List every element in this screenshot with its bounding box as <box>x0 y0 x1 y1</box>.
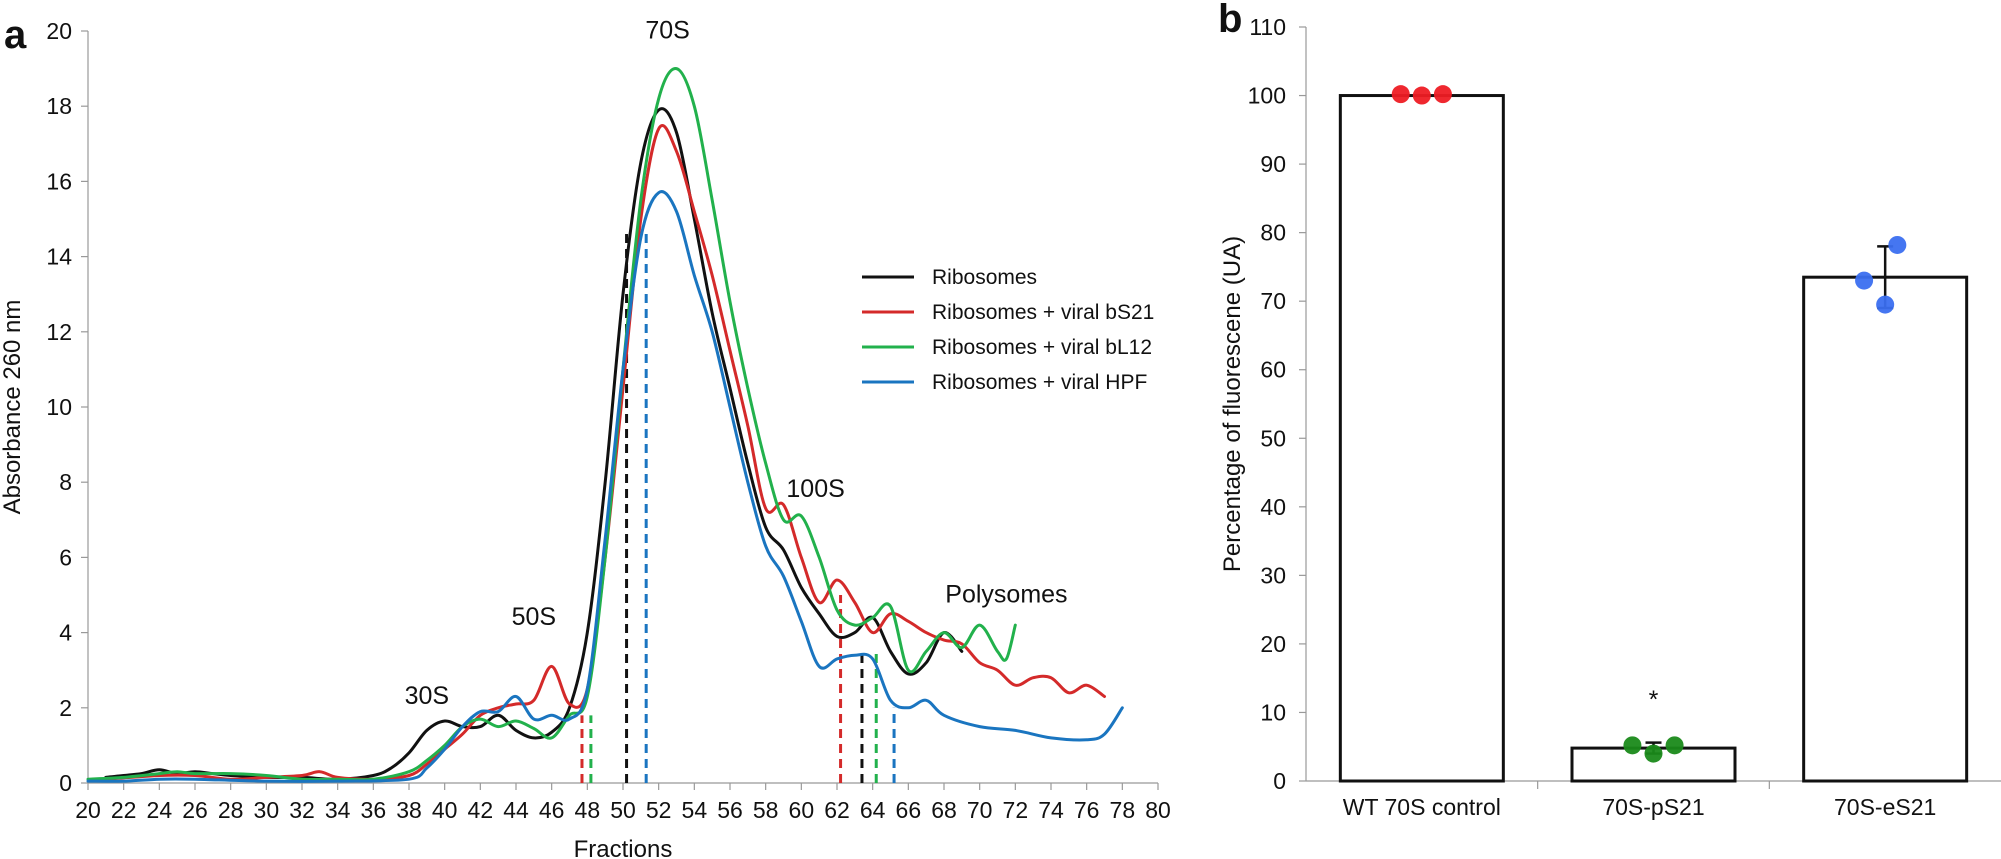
chart-a-y-tick-label: 4 <box>59 620 72 646</box>
chart-b-replicate-point <box>1412 86 1431 105</box>
chart-b-y-axis-title: Percentage of fluorescene (UA) <box>1219 236 1246 572</box>
chart-a-y-tick-label: 10 <box>46 394 72 420</box>
chart-b-replicate-point <box>1876 295 1895 314</box>
panel-label-b: b <box>1218 0 1242 41</box>
chart-a-legend: Ribosomes Ribosomes + viral bS21 Ribosomes… <box>862 266 1154 394</box>
chart-b-replicate-point <box>1644 744 1663 763</box>
chart-a-series-lines <box>86 67 1124 783</box>
chart-a-x-tick-label: 80 <box>1145 797 1171 823</box>
chart-b-replicate-point <box>1888 235 1907 254</box>
chart-a-legend-label: Ribosomes + viral bS21 <box>932 301 1154 324</box>
chart-b-y-tick-label: 110 <box>1249 14 1286 40</box>
chart-a-annotation: 70S <box>645 17 689 45</box>
chart-a-x-tick-label: 46 <box>539 797 565 823</box>
chart-a-x-axis-title: Fractions <box>574 836 673 859</box>
chart-a-annotation: 100S <box>786 475 844 503</box>
chart-b-category-label: WT 70S control <box>1343 794 1501 820</box>
chart-a-y-tick-label: 0 <box>59 770 72 796</box>
chart-a-x-tick-label: 64 <box>860 797 886 823</box>
chart-a-x-tick-label: 78 <box>1110 797 1136 823</box>
chart-a-y-axis-title: Absorbance 260 nm <box>0 300 26 515</box>
chart-b-bar <box>1338 94 1505 783</box>
chart-b-y-tick-label: 30 <box>1260 562 1286 588</box>
chart-b-y-tick-label: 20 <box>1260 631 1286 657</box>
chart-b-y-tick-label: 0 <box>1273 768 1286 794</box>
chart-a-annotation: 30S <box>405 682 449 710</box>
chart-a-legend-label: Ribosomes + viral HPF <box>932 371 1147 394</box>
chart-a-x-tick-label: 66 <box>896 797 922 823</box>
chart-b-replicate-point <box>1391 85 1410 104</box>
chart-b-y-tick-label: 10 <box>1260 699 1286 725</box>
chart-b-y-tick-label: 70 <box>1260 288 1286 314</box>
chart-a-y-tick-label: 6 <box>59 544 72 570</box>
chart-a-x-tick-label: 24 <box>147 797 173 823</box>
chart-a-x-tick-label: 30 <box>254 797 280 823</box>
chart-b-category-label: 70S-pS21 <box>1602 794 1704 820</box>
chart-a-x-tick-label: 26 <box>182 797 208 823</box>
chart-b-replicate-point <box>1433 85 1452 104</box>
chart-a-x-tick-label: 52 <box>646 797 672 823</box>
chart-a-x-tick-label: 22 <box>111 797 137 823</box>
chart-a-y-tick-label: 8 <box>59 469 72 495</box>
chart-a-x-tick-label: 72 <box>1003 797 1029 823</box>
chart-a-x-tick-label: 60 <box>789 797 815 823</box>
chart-a-fraction-markers <box>580 230 896 783</box>
chart-a-x-tick-label: 40 <box>432 797 458 823</box>
chart-b-axes: 0 10 20 30 40 50 60 70 80 90 100 110 WT 70S control 7… <box>1248 14 2001 820</box>
chart-b-y-tick-label: 60 <box>1260 357 1286 383</box>
chart-b-bars: * <box>1338 94 1969 783</box>
chart-a-x-tick-label: 48 <box>575 797 601 823</box>
chart-a-x-tick-label: 68 <box>931 797 957 823</box>
chart-a-annotations: 70S 30S 50S 100S Polysomes <box>405 17 1068 711</box>
chart-a-x-tick-label: 28 <box>218 797 244 823</box>
chart-a-y-tick-label: 14 <box>46 244 72 270</box>
chart-a-annotation: 50S <box>512 603 556 631</box>
chart-a-x-tick-label: 20 <box>75 797 101 823</box>
chart-a-x-tick-label: 56 <box>717 797 743 823</box>
chart-a-annotation: Polysomes <box>945 581 1067 609</box>
chart-a-series-line <box>104 124 1106 781</box>
chart-b-replicate-points <box>1391 85 1907 763</box>
chart-a-y-tick-label: 18 <box>46 93 72 119</box>
chart-a-x-tick-label: 76 <box>1074 797 1100 823</box>
chart-b-category-label: 70S-eS21 <box>1834 794 1936 820</box>
chart-a-x-tick-label: 42 <box>468 797 494 823</box>
chart-b-replicate-point <box>1665 736 1684 755</box>
chart-b-fluorescence-bars: 0 10 20 30 40 50 60 70 80 90 100 110 WT 70S control 7… <box>1219 14 2001 820</box>
chart-a-x-tick-label: 54 <box>682 797 708 823</box>
chart-a-series-line <box>86 67 1017 782</box>
chart-b-y-tick-label: 100 <box>1248 83 1286 109</box>
chart-a-x-tick-label: 50 <box>610 797 636 823</box>
chart-b-y-tick-label: 80 <box>1260 220 1286 246</box>
chart-b-y-tick-label: 40 <box>1260 494 1286 520</box>
chart-b-y-tick-label: 50 <box>1260 425 1286 451</box>
chart-a-x-tick-label: 32 <box>289 797 315 823</box>
chart-a-legend-label: Ribosomes + viral bL12 <box>932 336 1152 359</box>
chart-a-x-tick-label: 38 <box>396 797 422 823</box>
chart-a-legend-label: Ribosomes <box>932 266 1037 289</box>
chart-a-x-tick-label: 74 <box>1038 797 1064 823</box>
chart-a-x-tick-label: 36 <box>361 797 387 823</box>
chart-a-y-tick-label: 2 <box>59 695 72 721</box>
chart-b-replicate-point <box>1855 271 1874 290</box>
panel-label-a: a <box>4 13 27 57</box>
chart-a-y-tick-label: 16 <box>46 168 72 194</box>
chart-a-x-tick-label: 58 <box>753 797 779 823</box>
chart-b-significance-marker: * <box>1649 686 1659 714</box>
chart-a-y-tick-label: 12 <box>46 319 72 345</box>
chart-a-x-tick-label: 62 <box>824 797 850 823</box>
chart-b-bar <box>1802 275 1969 783</box>
chart-b-replicate-point <box>1623 736 1642 755</box>
chart-a-x-tick-label: 34 <box>325 797 351 823</box>
chart-b-y-tick-label: 90 <box>1260 151 1286 177</box>
chart-a-series-line <box>86 190 1124 783</box>
chart-a-y-tick-label: 20 <box>46 18 72 44</box>
chart-a-series-line <box>104 107 964 781</box>
chart-a-x-tick-label: 44 <box>503 797 529 823</box>
chart-a-x-tick-label: 70 <box>967 797 993 823</box>
